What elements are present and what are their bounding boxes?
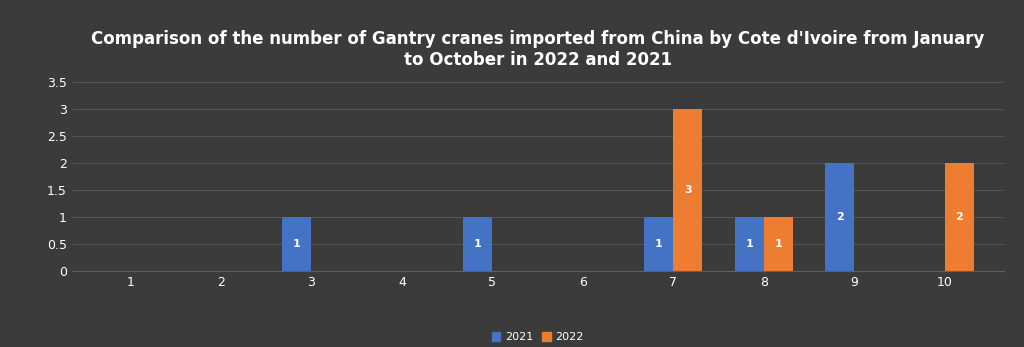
Text: 1: 1 bbox=[655, 239, 663, 249]
Bar bbox=[735, 217, 764, 271]
Text: 1: 1 bbox=[745, 239, 754, 249]
Bar bbox=[283, 217, 311, 271]
Bar bbox=[945, 163, 974, 271]
Bar bbox=[674, 109, 702, 271]
Text: 2: 2 bbox=[955, 212, 963, 222]
Text: 1: 1 bbox=[474, 239, 481, 249]
Bar bbox=[644, 217, 674, 271]
Text: 3: 3 bbox=[684, 185, 691, 195]
Text: 1: 1 bbox=[774, 239, 782, 249]
Text: 1: 1 bbox=[293, 239, 301, 249]
Bar bbox=[464, 217, 493, 271]
Bar bbox=[764, 217, 793, 271]
Title: Comparison of the number of Gantry cranes imported from China by Cote d'Ivoire f: Comparison of the number of Gantry crane… bbox=[91, 31, 984, 69]
Bar bbox=[825, 163, 854, 271]
Text: 2: 2 bbox=[836, 212, 844, 222]
Legend: 2021, 2022: 2021, 2022 bbox=[487, 328, 588, 347]
